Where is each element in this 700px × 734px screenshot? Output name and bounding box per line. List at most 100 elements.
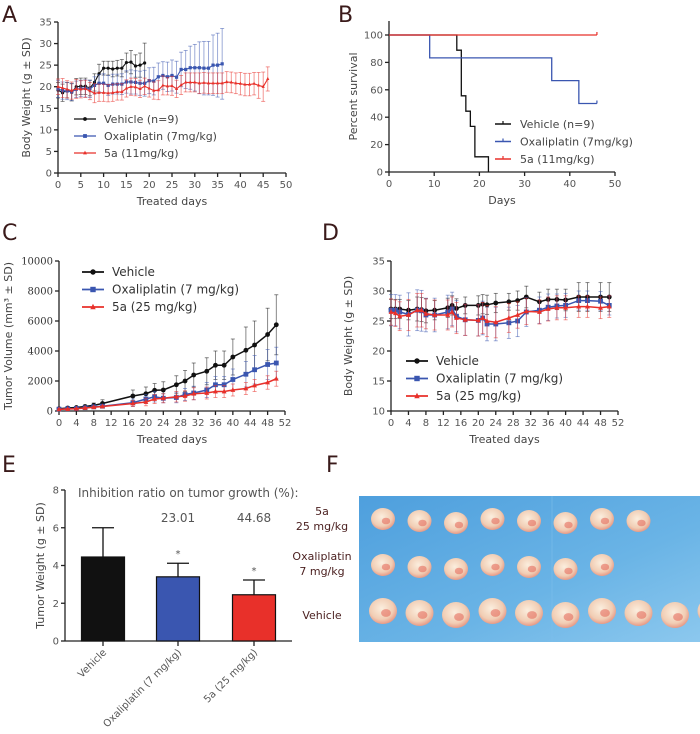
data-point [243,82,247,86]
data-point [138,63,142,67]
data-point [234,81,238,85]
x-tick-label: 16 [122,418,135,429]
y-tick-label: 8 [53,486,59,497]
tumor [480,508,505,530]
data-point [124,86,128,90]
x-tick-label: 5a (25 mg/kg) [202,647,260,705]
data-point [388,309,394,314]
x-tick-label: 25 [166,180,179,191]
data-point [221,382,227,388]
data-point [454,315,459,320]
legend-label: Vehicle [436,354,479,368]
data-point [515,312,520,317]
data-point [143,61,147,65]
series-compound_5a [56,66,270,104]
survival-curve-vehicle [389,34,490,172]
data-point [91,404,97,410]
x-tick-label: 0 [55,180,61,191]
data-point [152,396,158,401]
x-tick-label: 0 [56,418,62,429]
data-point [265,362,271,367]
data-point [545,306,551,311]
data-point [202,66,206,70]
y-tick-label: 20 [372,347,385,358]
y-tick-label: 100 [364,31,383,42]
tumor [624,600,653,626]
y-tick-label: 30 [372,287,385,298]
legend-item-compound_5a: 5a (25 mg/kg) [82,300,197,314]
x-axis-label: Treated days [468,433,540,446]
data-point [65,406,71,411]
x-tick-label: 5 [78,180,84,191]
data-point [445,312,451,317]
legend-item-compound_5a: 5a (25 mg/kg) [406,389,521,403]
data-point [179,82,183,87]
row-label-line1: Vehicle [302,609,342,622]
data-point [273,322,279,328]
legend-label: 5a (11mg/kg) [104,147,179,160]
panel-letter-a: A [2,3,17,28]
data-point [247,82,252,86]
data-point [273,375,279,381]
legend-item-oxaliplatin: Oxaliplatin (7 mg/kg) [406,372,563,386]
bar-compound_5a [231,594,277,642]
x-tick-label: 44 [577,418,590,429]
data-point [120,89,124,93]
data-point [97,90,101,94]
legend-marker [90,303,96,310]
data-point [230,354,236,360]
y-tick-label: 2000 [28,377,53,388]
data-point [152,79,156,83]
x-axis-label: Days [488,194,516,207]
tumor-spot [418,565,427,573]
panel-letter-e: E [2,453,16,478]
data-point [165,84,170,88]
row-label-line1: Oxaliplatin [292,550,351,563]
tumor-spot [454,521,464,529]
y-tick-label: 6000 [28,317,53,328]
legend-label: 5a (11mg/kg) [520,153,595,166]
data-point [184,67,188,72]
x-tick-label: 10 [97,180,110,191]
tumor-spot [491,517,500,525]
data-point [97,81,101,85]
y-tick-label: 5 [46,147,52,158]
tumor [407,556,432,578]
data-point [216,81,220,85]
data-point [115,66,119,70]
y-tick-label: 15 [39,104,52,115]
data-point [449,309,455,314]
x-tick-label: 20 [143,180,156,191]
y-tick-label: 20 [370,140,383,151]
tumor [588,598,616,624]
x-tick-label: 48 [594,418,607,429]
tumor [515,600,543,626]
x-tick-label: 4 [405,418,411,429]
legend-marker [414,392,420,399]
bar-vehicle [80,556,126,642]
tumor [590,554,614,576]
legend-marker [83,117,87,121]
series-line-vehicle [57,61,145,94]
tumor-spot [600,563,610,571]
data-point [133,85,138,89]
tumor [442,602,470,628]
tumor-spot [381,517,391,525]
data-point [206,81,211,85]
data-point [174,75,179,79]
tumor-spot [454,567,464,575]
bar-oxaliplatin [155,576,201,642]
tumor [444,558,468,580]
data-point [523,308,529,314]
data-point [265,379,271,385]
x-tick-label: 10 [428,179,441,190]
data-point [230,377,236,382]
data-point [423,310,429,316]
x-tick-label: 32 [524,418,537,429]
panel-b-survival-chart: 0 10 20 30 40 50 0 20 40 60 80 100 Days Percent survi… [347,21,633,207]
data-point [220,62,224,66]
tumor [371,508,395,530]
x-tick-label: 30 [518,179,531,190]
tumor [478,598,507,624]
row-label-0: 5a 25 mg/kg [296,505,348,533]
